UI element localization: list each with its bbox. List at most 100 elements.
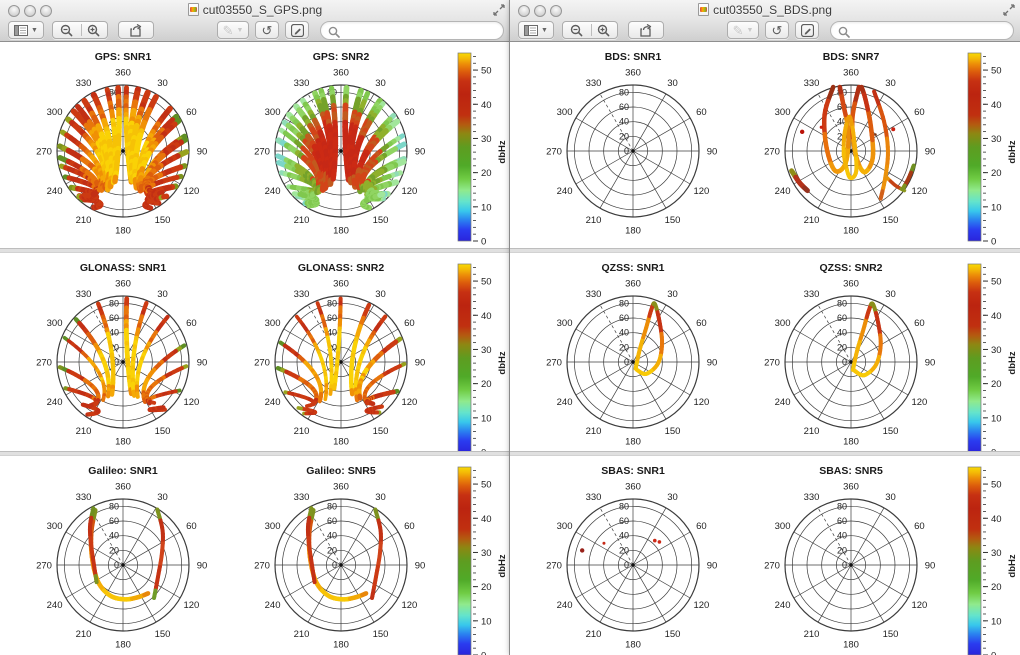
azimuth-label: 120	[911, 397, 927, 408]
azimuth-label: 330	[586, 289, 602, 300]
azimuth-label: 180	[115, 226, 131, 237]
rotate-left-button[interactable]: ↺	[765, 21, 789, 39]
azimuth-label: 30	[885, 78, 896, 89]
share-button[interactable]	[628, 21, 664, 39]
traffic-light-zoom[interactable]	[550, 5, 562, 17]
zoom-out-button[interactable]	[53, 24, 80, 37]
azimuth-label: 90	[197, 358, 208, 369]
elevation-label: 0	[624, 560, 629, 570]
window-chrome: cut03550_S_BDS.png ▼ ✎ ▼ ↺	[510, 0, 1020, 42]
elevation-label: 80	[837, 501, 847, 511]
plot-title: Galileo: SNR1	[88, 465, 158, 477]
azimuth-label: 120	[911, 600, 927, 611]
colorbar-tick-label: 0	[991, 237, 996, 248]
traffic-light-minimize[interactable]	[534, 5, 546, 17]
elevation-label: 20	[327, 342, 337, 352]
azimuth-label: 90	[925, 561, 936, 572]
window-title: cut03550_S_GPS.png	[202, 3, 323, 17]
markup-editor-button[interactable]	[795, 21, 819, 39]
azimuth-label: 180	[115, 437, 131, 448]
azimuth-label: 360	[843, 279, 859, 290]
elevation-label: 20	[619, 131, 629, 141]
azimuth-label: 360	[333, 279, 349, 290]
zoom-out-button[interactable]	[563, 24, 590, 37]
elevation-label: 80	[619, 298, 629, 308]
share-button[interactable]	[118, 21, 154, 39]
azimuth-label: 300	[775, 318, 791, 329]
image-page: GLONASS: SNR1 0 20 40 60 80 360 30 60 90 120 150 180…	[0, 253, 510, 459]
zoom-in-button[interactable]	[590, 24, 617, 37]
azimuth-label: 330	[294, 78, 310, 89]
elevation-label: 60	[837, 313, 847, 323]
azimuth-label: 120	[401, 186, 417, 197]
elevation-label: 40	[109, 328, 119, 338]
plot-title: GLONASS: SNR2	[298, 262, 385, 274]
colorbar-tick-label: 20	[481, 379, 492, 390]
markup-editor-button[interactable]	[285, 21, 309, 39]
azimuth-label: 270	[764, 561, 780, 572]
markup-pencil-button[interactable]: ✎ ▼	[727, 21, 759, 39]
azimuth-label: 150	[373, 215, 389, 226]
colorbar-tick-label: 40	[481, 514, 492, 525]
azimuth-label: 210	[586, 426, 602, 437]
azimuth-label: 150	[665, 215, 681, 226]
magnifier-minus-icon	[60, 24, 73, 36]
traffic-light-minimize[interactable]	[24, 5, 36, 17]
azimuth-label: 240	[47, 397, 63, 408]
view-menu-button[interactable]: ▼	[518, 21, 554, 39]
azimuth-label: 240	[265, 397, 281, 408]
azimuth-label: 90	[197, 147, 208, 158]
fullscreen-icon[interactable]	[1003, 4, 1015, 16]
search-icon	[328, 26, 340, 38]
azimuth-label: 360	[333, 68, 349, 79]
azimuth-label: 330	[804, 492, 820, 503]
azimuth-label: 150	[883, 426, 899, 437]
azimuth-label: 360	[115, 68, 131, 79]
polar-plot: GPS: SNR20204060803603060901201501802102…	[254, 51, 425, 237]
skyplot-row: QZSS: SNR1 0 20 40 60 80 360 30 60 90 120 150 180 210…	[546, 262, 1018, 459]
azimuth-label: 30	[157, 78, 168, 89]
colorbar-tick-label: 10	[481, 202, 492, 213]
azimuth-label: 30	[375, 78, 386, 89]
colorbar-tick-label: 10	[991, 202, 1002, 213]
traffic-light-close[interactable]	[518, 5, 530, 17]
traffic-light-zoom[interactable]	[40, 5, 52, 17]
view-menu-button[interactable]: ▼	[8, 21, 44, 39]
traffic-light-close[interactable]	[8, 5, 20, 17]
azimuth-label: 60	[696, 318, 707, 329]
colorbar-tick-label: 0	[991, 651, 996, 655]
pencil-icon: ✎	[732, 22, 744, 38]
rotate-left-button[interactable]: ↺	[255, 21, 279, 39]
colorbar-tick-label: 40	[481, 311, 492, 322]
azimuth-label: 150	[373, 629, 389, 640]
elevation-label: 80	[109, 501, 119, 511]
azimuth-label: 180	[843, 640, 859, 651]
fullscreen-icon[interactable]	[493, 4, 505, 16]
image-page: QZSS: SNR1 0 20 40 60 80 360 30 60 90 120 150 180 210…	[510, 253, 1020, 459]
search-input[interactable]	[343, 23, 497, 38]
elevation-label: 40	[837, 531, 847, 541]
window-title-area: cut03550_S_BDS.png	[510, 3, 1020, 17]
azimuth-label: 180	[843, 437, 859, 448]
colorbar-tick-label: 50	[991, 66, 1002, 77]
plot-title: Galileo: SNR5	[306, 465, 376, 477]
azimuth-label: 180	[843, 226, 859, 237]
zoom-in-button[interactable]	[80, 24, 107, 37]
azimuth-label: 60	[186, 107, 197, 118]
azimuth-label: 90	[925, 147, 936, 158]
markup-pencil-button[interactable]: ✎ ▼	[217, 21, 249, 39]
azimuth-label: 90	[707, 561, 718, 572]
elevation-label: 20	[109, 342, 119, 352]
segment-divider	[591, 24, 592, 36]
data-dot	[602, 541, 606, 545]
search-input[interactable]	[853, 23, 1007, 38]
azimuth-label: 210	[294, 629, 310, 640]
azimuth-label: 210	[804, 215, 820, 226]
polar-plot: Galileo: SNR5 0 20 40 60 80 360 30 60 90 120 150 180…	[254, 465, 425, 651]
colorbar-tick-label: 50	[481, 66, 492, 77]
azimuth-label: 210	[294, 426, 310, 437]
colorbar-label: dbHz	[1007, 554, 1018, 577]
window-bds: cut03550_S_BDS.png ▼ ✎ ▼ ↺ BDS: SNR1 0 20 40 60 80…	[509, 0, 1020, 655]
azimuth-label: 270	[254, 358, 270, 369]
